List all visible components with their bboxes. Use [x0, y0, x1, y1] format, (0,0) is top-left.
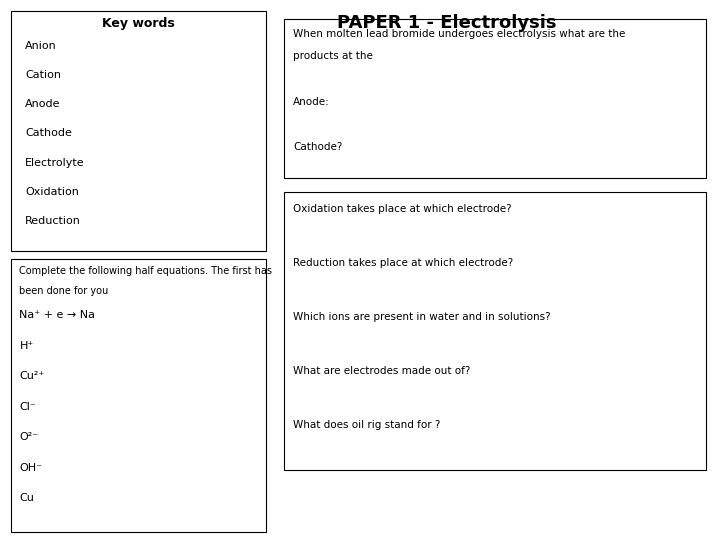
Text: Electrolyte: Electrolyte [25, 158, 85, 168]
Bar [284, 19, 706, 178]
Text: Reduction takes place at which electrode?: Reduction takes place at which electrode… [293, 258, 513, 268]
Text: Cu: Cu [19, 494, 35, 503]
Text: O²⁻: O²⁻ [19, 433, 39, 442]
Text: Anode:: Anode: [293, 97, 330, 107]
Text: products at the: products at the [293, 51, 373, 62]
Text: Cation: Cation [25, 70, 61, 80]
Text: been done for you: been done for you [19, 286, 109, 296]
Text: Cathode: Cathode [25, 129, 72, 138]
Text: What does oil rig stand for ?: What does oil rig stand for ? [293, 420, 441, 430]
Bar [11, 259, 266, 532]
Text: Oxidation takes place at which electrode?: Oxidation takes place at which electrode… [293, 204, 512, 214]
Text: H⁺: H⁺ [19, 341, 34, 351]
Text: PAPER 1 - Electrolysis: PAPER 1 - Electrolysis [337, 14, 556, 31]
Text: Complete the following half equations. The first has: Complete the following half equations. T… [19, 266, 272, 276]
Text: Reduction: Reduction [25, 217, 81, 226]
Text: Cathode?: Cathode? [293, 142, 343, 152]
Bar [11, 11, 266, 251]
Text: Anode: Anode [25, 99, 60, 109]
Text: OH⁻: OH⁻ [19, 463, 42, 473]
Text: What are electrodes made out of?: What are electrodes made out of? [293, 366, 470, 376]
Text: Which ions are present in water and in solutions?: Which ions are present in water and in s… [293, 312, 551, 322]
Text: Cu²⁺: Cu²⁺ [19, 372, 45, 381]
Text: Oxidation: Oxidation [25, 187, 79, 197]
Text: When molten lead bromide undergoes electrolysis what are the: When molten lead bromide undergoes elect… [293, 29, 626, 39]
Text: Cl⁻: Cl⁻ [19, 402, 36, 412]
Bar [284, 192, 706, 470]
Text: Anion: Anion [25, 40, 57, 51]
Text: Key words: Key words [102, 17, 175, 30]
Text: Na⁺ + e → Na: Na⁺ + e → Na [19, 310, 96, 321]
